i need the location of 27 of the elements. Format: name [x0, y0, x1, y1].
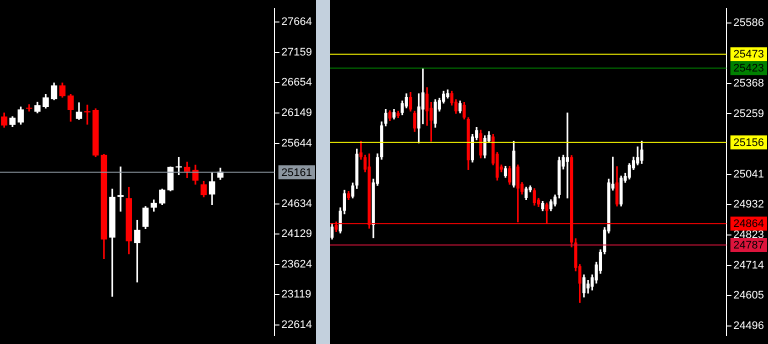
y-tick-label: 27664	[281, 16, 312, 28]
y-tick-label: 24605	[733, 290, 764, 302]
y-tick-label: 25041	[733, 168, 764, 180]
candlestick	[566, 112, 569, 198]
y-tick-label: 24129	[281, 228, 312, 240]
y-tick-label: 24823	[733, 229, 764, 242]
ref-line-label: 25473	[733, 48, 764, 61]
candlestick	[117, 166, 124, 212]
ref-line-label: 25161	[281, 166, 312, 179]
ref-line-label: 25156	[733, 136, 764, 149]
y-tick-label: 24634	[281, 198, 312, 210]
y-tick-label: 23624	[281, 258, 312, 270]
ref-line-label: 24787	[733, 240, 764, 252]
ref-line-label: 25423	[733, 62, 764, 75]
y-tick-label: 25586	[733, 16, 764, 29]
ref-line-label: 24864	[733, 218, 764, 230]
y-tick-label: 25259	[733, 108, 764, 120]
y-tick-label: 27159	[281, 46, 312, 58]
y-tick-label: 24714	[733, 259, 764, 272]
y-tick-label: 25644	[281, 137, 312, 150]
y-tick-label: 26149	[281, 107, 312, 120]
y-tick-label: 24496	[733, 320, 764, 332]
y-tick-label: 26654	[281, 76, 312, 89]
y-tick-label: 23119	[281, 288, 312, 301]
y-tick-label: 25368	[733, 77, 764, 90]
y-tick-label: 22614	[281, 319, 312, 331]
y-tick-label: 24932	[733, 198, 764, 211]
